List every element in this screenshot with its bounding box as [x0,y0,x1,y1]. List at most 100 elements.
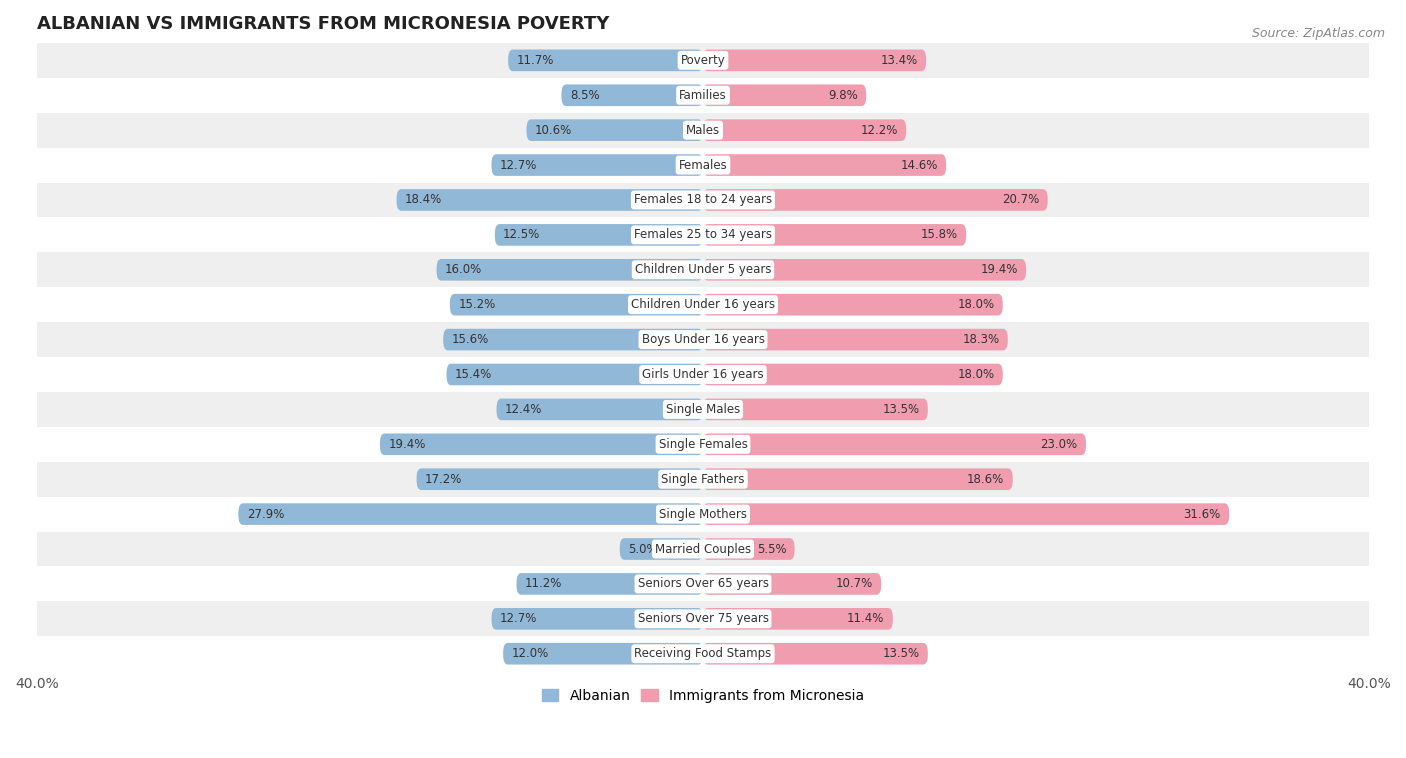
FancyBboxPatch shape [703,119,907,141]
Text: 12.7%: 12.7% [499,612,537,625]
Text: 23.0%: 23.0% [1040,438,1077,451]
Bar [37,252,1369,287]
Text: 11.2%: 11.2% [524,578,562,590]
FancyBboxPatch shape [703,399,928,420]
Text: Females 18 to 24 years: Females 18 to 24 years [634,193,772,206]
Text: 19.4%: 19.4% [980,263,1018,276]
Text: 18.0%: 18.0% [957,368,994,381]
Text: 27.9%: 27.9% [246,508,284,521]
Text: 15.2%: 15.2% [458,298,495,312]
FancyBboxPatch shape [703,643,928,665]
Text: 15.6%: 15.6% [451,333,489,346]
FancyBboxPatch shape [703,190,1047,211]
Text: 12.7%: 12.7% [499,158,537,171]
FancyBboxPatch shape [703,608,893,630]
Text: ALBANIAN VS IMMIGRANTS FROM MICRONESIA POVERTY: ALBANIAN VS IMMIGRANTS FROM MICRONESIA P… [37,15,609,33]
FancyBboxPatch shape [703,503,1229,525]
Text: 13.4%: 13.4% [880,54,918,67]
Text: Single Fathers: Single Fathers [661,473,745,486]
FancyBboxPatch shape [443,329,703,350]
Text: 10.6%: 10.6% [534,124,572,136]
Bar [37,392,1369,427]
FancyBboxPatch shape [447,364,703,385]
Text: Receiving Food Stamps: Receiving Food Stamps [634,647,772,660]
FancyBboxPatch shape [496,399,703,420]
Text: Seniors Over 75 years: Seniors Over 75 years [637,612,769,625]
Text: 13.5%: 13.5% [883,403,920,416]
Text: 15.4%: 15.4% [456,368,492,381]
Text: 19.4%: 19.4% [388,438,426,451]
FancyBboxPatch shape [703,84,866,106]
Text: 31.6%: 31.6% [1184,508,1220,521]
FancyBboxPatch shape [239,503,703,525]
FancyBboxPatch shape [703,364,1002,385]
FancyBboxPatch shape [703,154,946,176]
FancyBboxPatch shape [508,49,703,71]
Text: 10.7%: 10.7% [835,578,873,590]
FancyBboxPatch shape [436,259,703,280]
FancyBboxPatch shape [703,224,966,246]
Text: Single Females: Single Females [658,438,748,451]
Bar [37,287,1369,322]
Bar [37,496,1369,531]
Text: Seniors Over 65 years: Seniors Over 65 years [637,578,769,590]
Text: 18.3%: 18.3% [962,333,1000,346]
Text: 12.0%: 12.0% [512,647,548,660]
FancyBboxPatch shape [516,573,703,595]
FancyBboxPatch shape [620,538,703,560]
Text: 15.8%: 15.8% [921,228,957,241]
Bar [37,462,1369,496]
Bar [37,566,1369,601]
Text: 18.0%: 18.0% [957,298,994,312]
Text: Married Couples: Married Couples [655,543,751,556]
Text: 20.7%: 20.7% [1002,193,1039,206]
Bar [37,322,1369,357]
FancyBboxPatch shape [450,294,703,315]
FancyBboxPatch shape [526,119,703,141]
Text: 11.4%: 11.4% [848,612,884,625]
Text: Males: Males [686,124,720,136]
Bar [37,113,1369,148]
FancyBboxPatch shape [703,538,794,560]
FancyBboxPatch shape [416,468,703,490]
FancyBboxPatch shape [380,434,703,455]
FancyBboxPatch shape [396,190,703,211]
Text: Source: ZipAtlas.com: Source: ZipAtlas.com [1251,27,1385,39]
Bar [37,78,1369,113]
Text: Poverty: Poverty [681,54,725,67]
FancyBboxPatch shape [703,49,927,71]
Text: Females: Females [679,158,727,171]
FancyBboxPatch shape [492,608,703,630]
Bar [37,43,1369,78]
Bar [37,218,1369,252]
Bar [37,636,1369,671]
FancyBboxPatch shape [703,434,1085,455]
Bar [37,183,1369,218]
FancyBboxPatch shape [503,643,703,665]
Bar [37,531,1369,566]
Text: 8.5%: 8.5% [569,89,599,102]
Text: 17.2%: 17.2% [425,473,463,486]
Legend: Albanian, Immigrants from Micronesia: Albanian, Immigrants from Micronesia [536,683,870,708]
Bar [37,357,1369,392]
Text: Children Under 5 years: Children Under 5 years [634,263,772,276]
Text: Single Mothers: Single Mothers [659,508,747,521]
FancyBboxPatch shape [703,468,1012,490]
Text: Girls Under 16 years: Girls Under 16 years [643,368,763,381]
Text: 12.4%: 12.4% [505,403,543,416]
Text: Single Males: Single Males [666,403,740,416]
Text: Females 25 to 34 years: Females 25 to 34 years [634,228,772,241]
Text: Boys Under 16 years: Boys Under 16 years [641,333,765,346]
Bar [37,148,1369,183]
FancyBboxPatch shape [703,329,1008,350]
Text: 5.0%: 5.0% [628,543,658,556]
FancyBboxPatch shape [492,154,703,176]
FancyBboxPatch shape [703,294,1002,315]
Text: 9.8%: 9.8% [828,89,858,102]
FancyBboxPatch shape [703,573,882,595]
Bar [37,601,1369,636]
Text: Families: Families [679,89,727,102]
Bar [37,427,1369,462]
Text: 5.5%: 5.5% [756,543,786,556]
Text: 18.6%: 18.6% [967,473,1004,486]
